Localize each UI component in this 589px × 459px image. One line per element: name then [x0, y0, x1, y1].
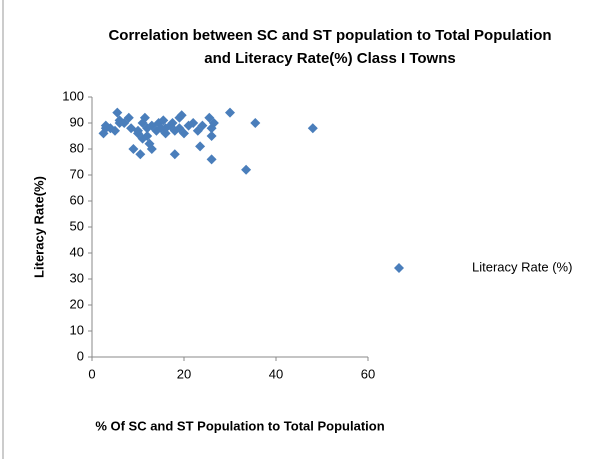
point: [307, 123, 318, 134]
y-tick-label: 20: [70, 296, 84, 311]
y-tick-label: 30: [70, 270, 84, 285]
legend-marker: [394, 263, 404, 273]
point: [123, 112, 134, 123]
point: [225, 107, 235, 118]
point: [169, 149, 180, 160]
point: [160, 128, 171, 139]
point: [128, 144, 139, 154]
point: [146, 144, 157, 154]
y-tick-label: 0: [77, 348, 84, 363]
point: [206, 154, 217, 165]
point: [188, 118, 199, 128]
y-tick-label: 40: [70, 244, 84, 259]
point: [197, 120, 208, 131]
y-tick-label: 100: [62, 88, 84, 103]
y-tick-label: 80: [70, 140, 84, 155]
x-axis-title: % Of SC and ST Population to Total Popul…: [95, 418, 384, 433]
y-tick-label: 90: [70, 114, 84, 129]
point: [250, 118, 261, 128]
point: [167, 118, 178, 128]
point: [110, 125, 120, 136]
point: [135, 149, 146, 160]
point: [176, 110, 187, 121]
point: [179, 128, 189, 139]
point: [142, 131, 153, 141]
x-tick-label: 0: [88, 366, 95, 381]
x-tick-label: 40: [269, 366, 283, 381]
y-tick-label: 50: [70, 218, 84, 233]
point: [139, 112, 150, 123]
x-tick-label: 20: [177, 366, 191, 381]
chart-subtitle: and Literacy Rate(%) Class I Towns: [204, 50, 455, 67]
y-tick-label: 60: [70, 192, 84, 207]
point: [158, 115, 169, 126]
y-axis-title: Literacy Rate(%): [31, 176, 46, 278]
legend-label: Literacy Rate (%): [472, 259, 572, 274]
y-tick-label: 10: [70, 322, 84, 337]
point: [206, 131, 217, 141]
y-tick-label: 70: [70, 166, 84, 181]
x-tick-label: 60: [361, 366, 375, 381]
point: [195, 141, 206, 152]
point: [241, 164, 252, 175]
point: [208, 118, 219, 128]
chart-title: Correlation between SC and ST population…: [108, 27, 551, 44]
point: [112, 107, 123, 118]
